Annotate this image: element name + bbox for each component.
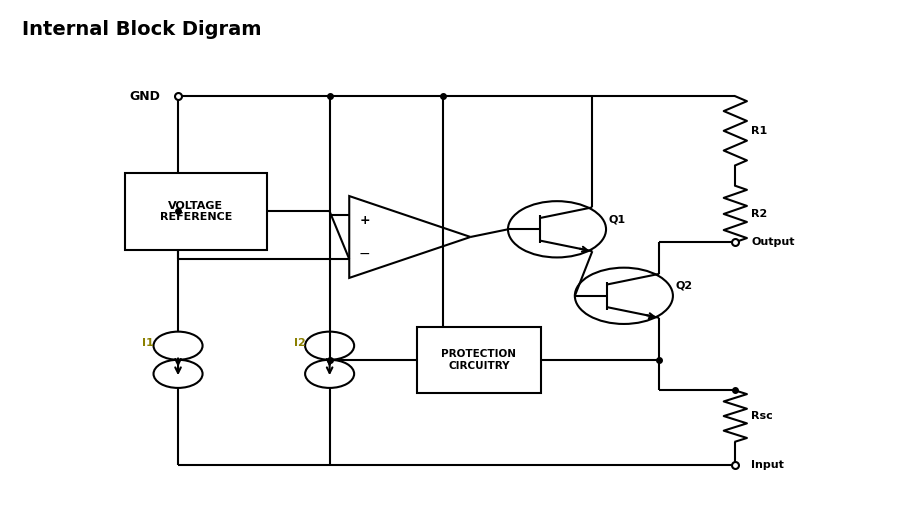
Text: R2: R2 <box>752 209 768 219</box>
Text: Output: Output <box>752 237 795 247</box>
Text: VOLTAGE
REFERENCE: VOLTAGE REFERENCE <box>159 201 232 222</box>
Text: I2: I2 <box>294 338 306 348</box>
Text: I1: I1 <box>142 338 154 348</box>
Bar <box>417 327 542 393</box>
Bar <box>124 173 267 250</box>
Text: Input: Input <box>752 460 784 470</box>
Text: +: + <box>360 214 371 227</box>
Text: PROTECTION
CIRCUITRY: PROTECTION CIRCUITRY <box>442 349 517 371</box>
Text: Internal Block Digram: Internal Block Digram <box>22 20 262 38</box>
Text: GND: GND <box>129 90 160 103</box>
Text: Q2: Q2 <box>675 281 692 291</box>
Text: R1: R1 <box>752 126 768 136</box>
Text: −: − <box>358 246 370 261</box>
Text: Rsc: Rsc <box>752 411 773 421</box>
Text: Q1: Q1 <box>608 214 626 225</box>
